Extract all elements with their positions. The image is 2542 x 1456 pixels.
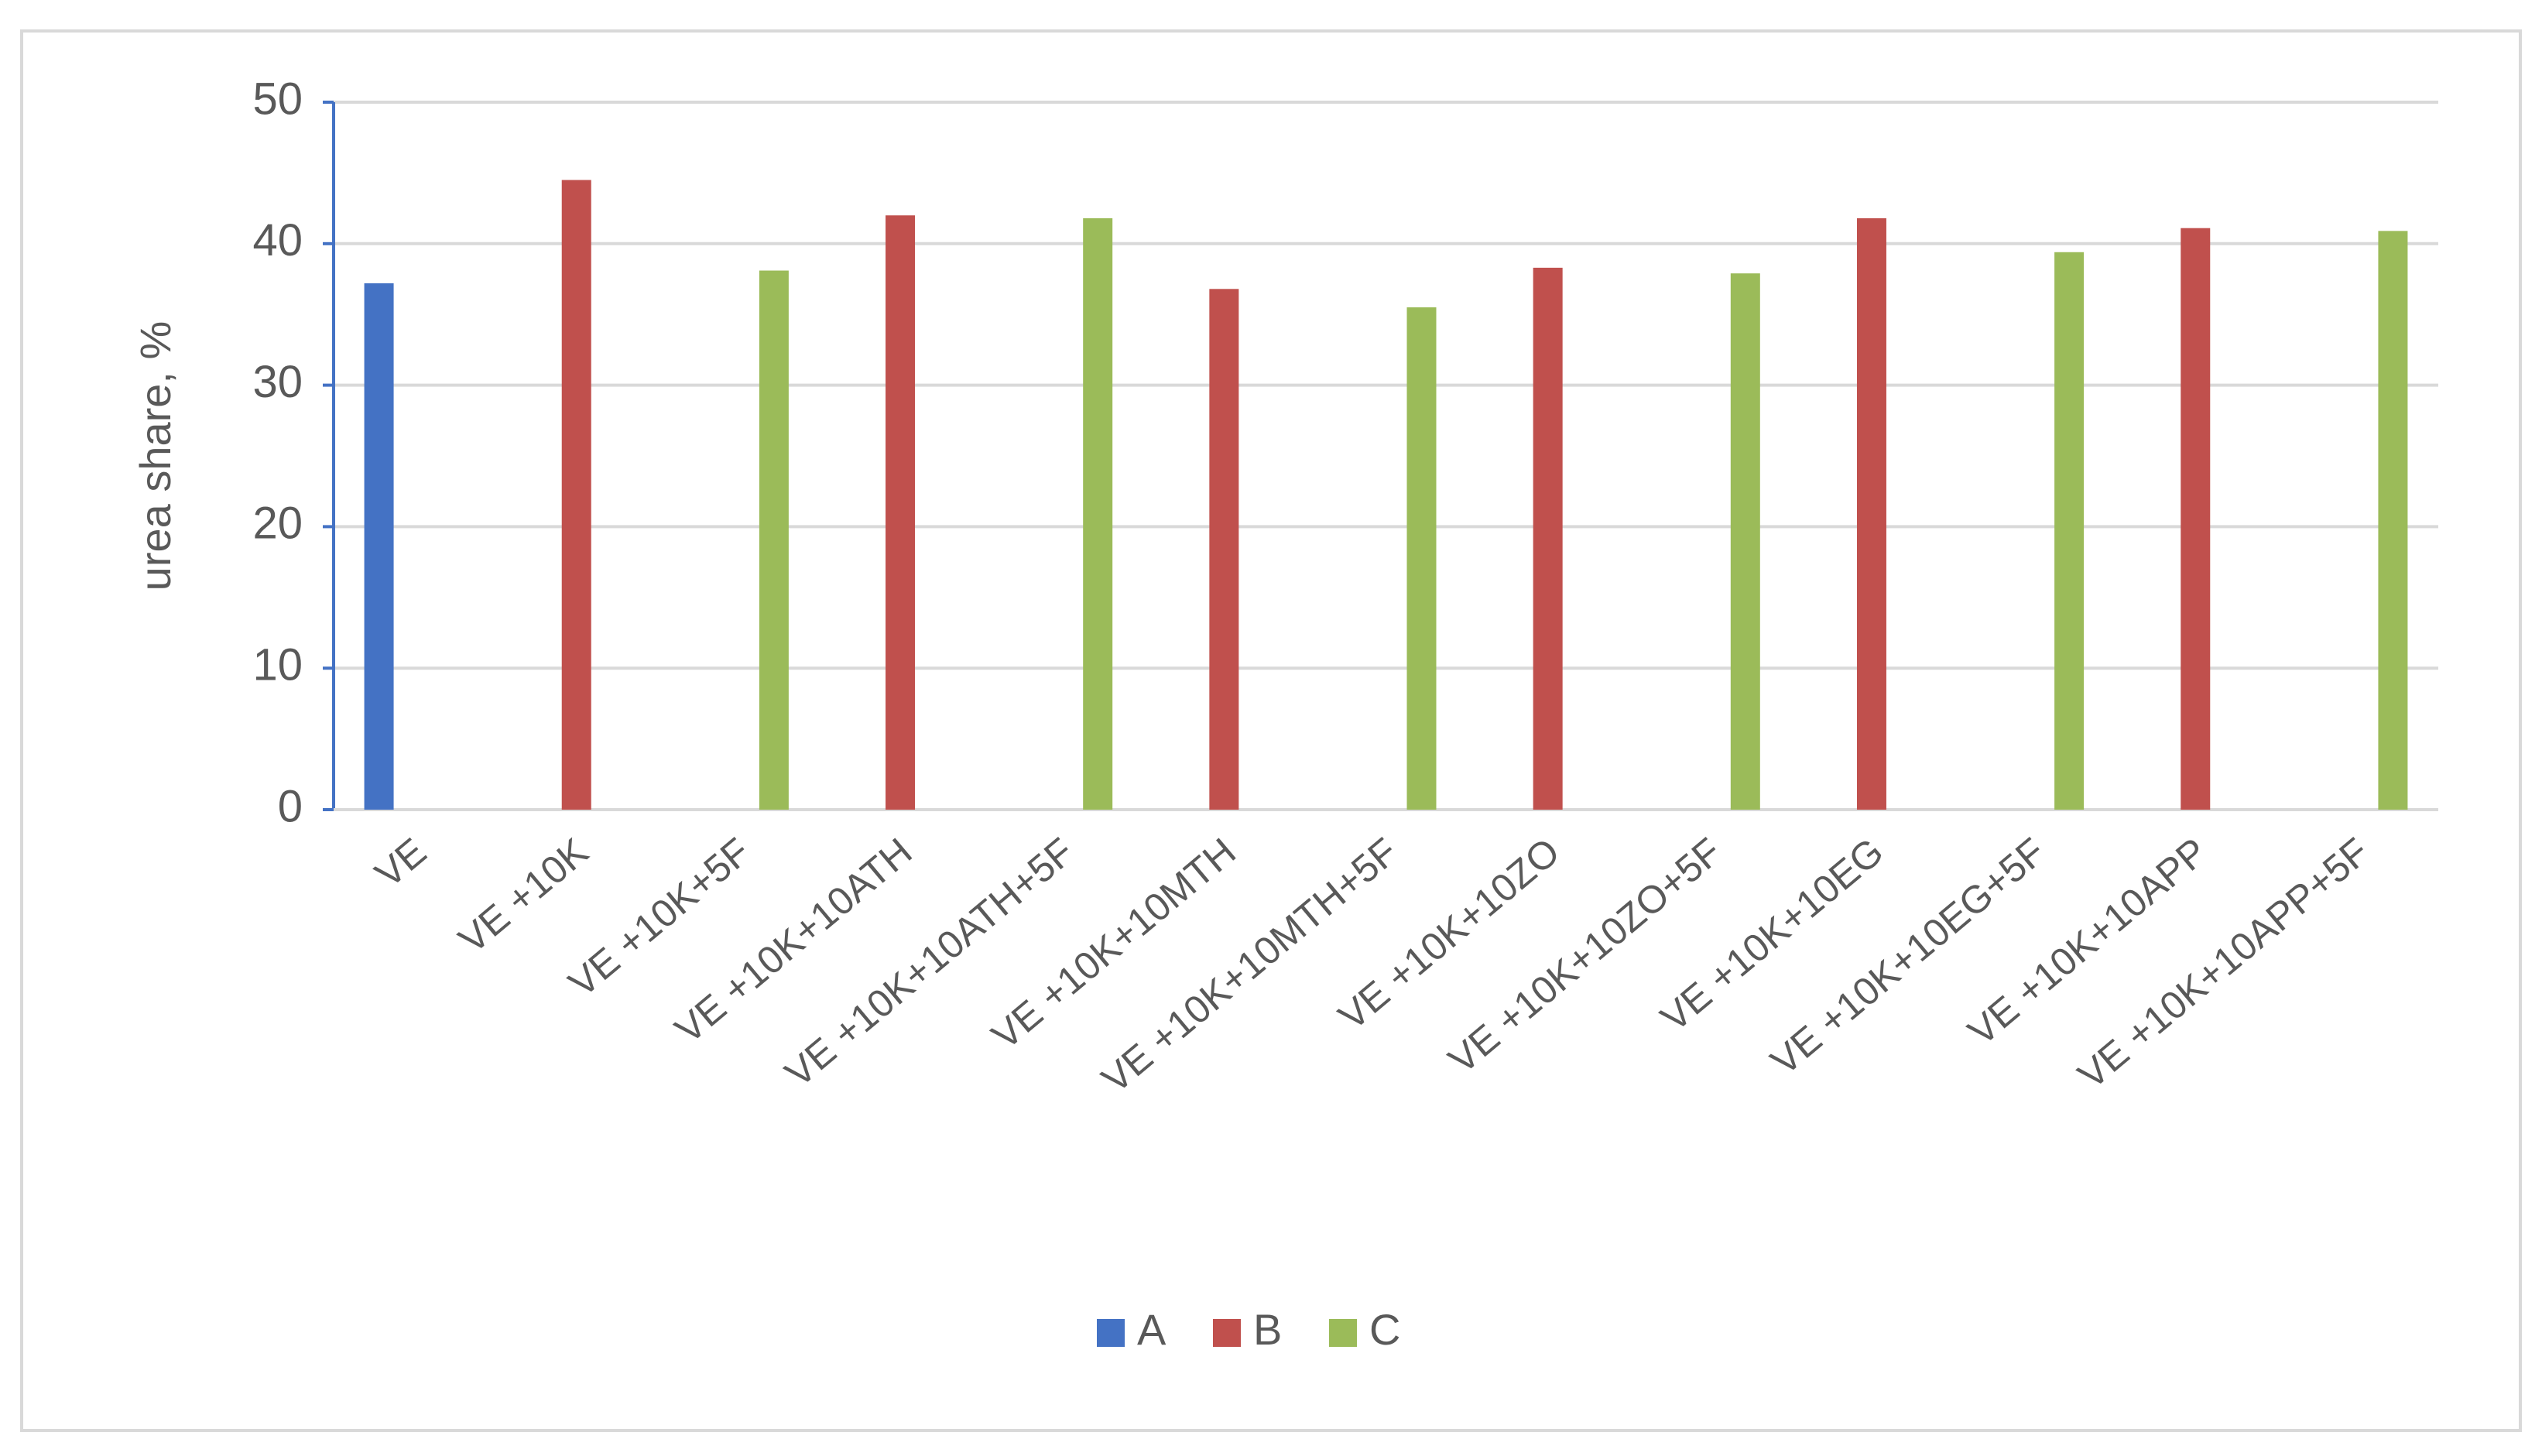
chart-frame bbox=[20, 29, 2522, 1432]
y-tick-label: 10 bbox=[252, 640, 303, 690]
bar bbox=[1856, 218, 1886, 810]
legend-label: C bbox=[1369, 1305, 1400, 1354]
bar bbox=[1406, 307, 1437, 810]
bar bbox=[364, 283, 394, 810]
y-tick-label: 50 bbox=[252, 74, 303, 124]
legend-label: A bbox=[1137, 1305, 1167, 1354]
bar bbox=[2378, 231, 2408, 810]
bar bbox=[1083, 218, 1113, 810]
bar bbox=[1533, 267, 1563, 810]
legend-label: B bbox=[1253, 1305, 1282, 1354]
bar bbox=[2181, 228, 2211, 810]
bar bbox=[886, 215, 916, 810]
legend-swatch bbox=[1213, 1319, 1241, 1347]
bar bbox=[759, 270, 789, 810]
bar bbox=[561, 180, 591, 810]
y-axis-title: urea share, % bbox=[131, 321, 180, 591]
y-tick-label: 30 bbox=[252, 357, 303, 407]
y-tick-label: 0 bbox=[278, 781, 303, 831]
y-tick-label: 40 bbox=[252, 215, 303, 266]
bar bbox=[1730, 273, 1760, 810]
bar bbox=[2054, 252, 2085, 810]
legend-swatch bbox=[1329, 1319, 1357, 1347]
y-tick-label: 20 bbox=[252, 498, 303, 549]
bar bbox=[1209, 289, 1239, 810]
legend-swatch bbox=[1097, 1319, 1125, 1347]
